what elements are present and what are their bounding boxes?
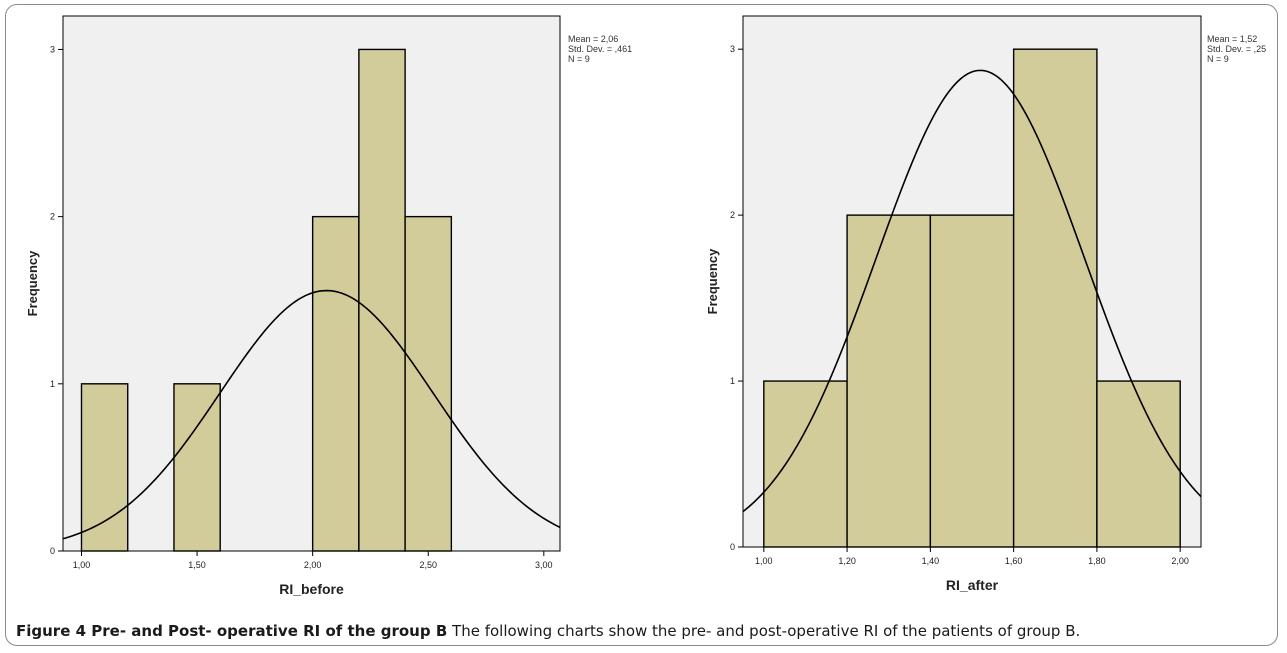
x-tick-label: 2,00 (304, 560, 322, 570)
histogram-bar (173, 383, 221, 552)
x-tick-label: 1,80 (1088, 556, 1106, 566)
y-tick-label: 3 (50, 44, 55, 54)
x-tick-label: 1,40 (922, 556, 940, 566)
x-tick-label: 1,50 (188, 560, 206, 570)
x-axis-label: RI_after (946, 577, 999, 593)
y-tick-label: 0 (730, 542, 735, 552)
normal-curve (62, 289, 561, 540)
histogram-bar (80, 383, 129, 552)
y-tick-label: 1 (50, 379, 55, 389)
x-tick-label: 1,20 (838, 556, 856, 566)
histogram-bar (846, 214, 932, 548)
figure-caption: Figure 4 Pre- and Post- operative RI of … (16, 622, 1276, 640)
stats-n: N = 9 (568, 54, 590, 64)
y-tick-label: 2 (730, 210, 735, 220)
stats-sd: Std. Dev. = ,25 (1207, 44, 1267, 54)
histogram-bar (311, 215, 360, 552)
histogram-bar (929, 214, 1015, 548)
caption-title: Figure 4 Pre- and Post- operative RI of … (16, 622, 448, 640)
stats-box-after: Mean = 1,52 Std. Dev. = ,25 N = 9 (1207, 34, 1266, 64)
stats-mean: Mean = 1,52 (1207, 34, 1258, 44)
caption-text: The following charts show the pre- and p… (452, 622, 1081, 640)
stats-box-before: Mean = 2,06 Std. Dev. = ,461 N = 9 (568, 34, 632, 64)
y-tick-label: 3 (730, 44, 735, 54)
normal-curve (742, 69, 1202, 513)
x-tick-label: 2,00 (1171, 556, 1189, 566)
y-axis-label: Frequency (705, 248, 720, 315)
x-tick-label: 2,50 (419, 560, 437, 570)
x-tick-label: 1,00 (755, 556, 773, 566)
histogram-bar (1012, 48, 1098, 548)
stats-sd: Std. Dev. = ,461 (568, 44, 633, 54)
y-tick-label: 0 (50, 546, 55, 556)
y-axis-label: Frequency (25, 250, 40, 317)
histogram-bar (1096, 380, 1181, 548)
histogram-bar (358, 48, 406, 552)
plot-area (62, 15, 561, 552)
x-axis-label: RI_before (279, 581, 344, 597)
x-tick-label: 1,00 (73, 560, 91, 570)
stats-n: N = 9 (1207, 54, 1229, 64)
y-tick-label: 2 (50, 212, 55, 222)
stats-mean: Mean = 2,06 (568, 34, 619, 44)
histogram-bar (404, 215, 453, 552)
histogram-bar (763, 380, 848, 548)
x-tick-label: 1,60 (1005, 556, 1023, 566)
x-tick-label: 3,00 (535, 560, 553, 570)
y-tick-label: 1 (730, 376, 735, 386)
